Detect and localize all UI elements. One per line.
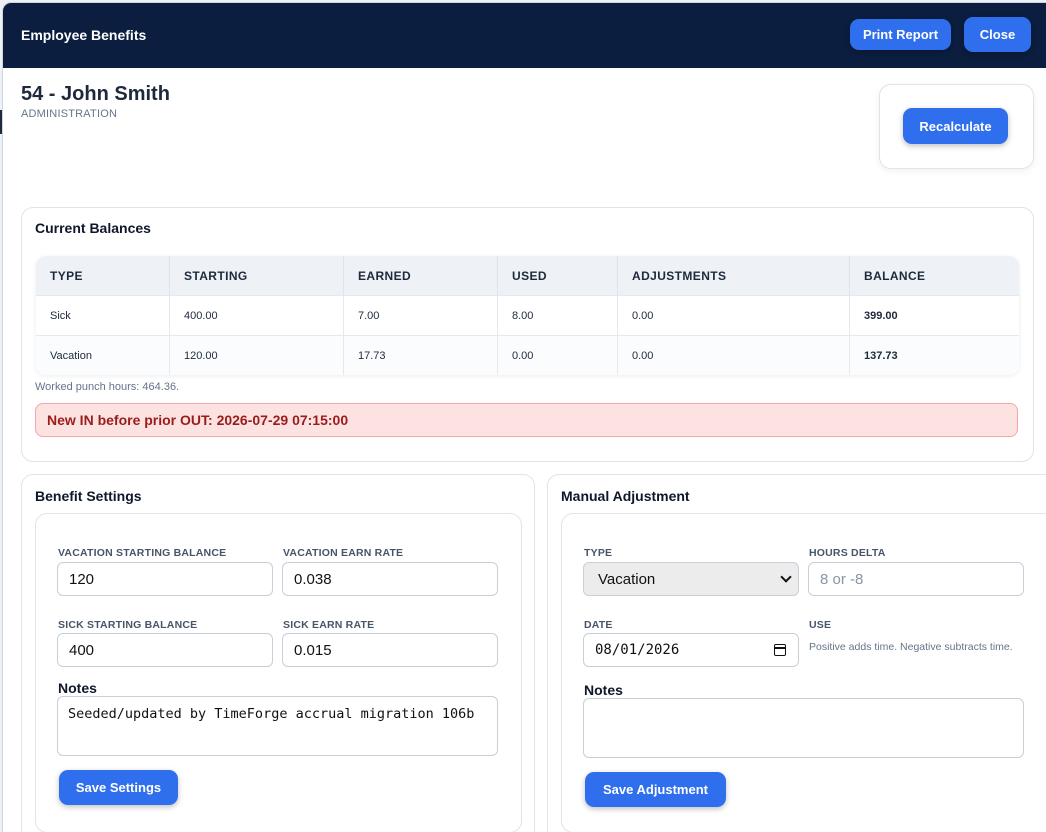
worked-hours-note: Worked punch hours: 464.36.	[35, 381, 180, 393]
table-row: Vacation 120.00 17.73 0.00 0.00 137.73	[36, 335, 1019, 375]
benefit-settings-card: Benefit Settings VACATION STARTING BALAN…	[21, 474, 535, 832]
recalculate-button[interactable]: Recalculate	[903, 108, 1008, 144]
table-row: Sick 400.00 7.00 8.00 0.00 399.00	[36, 295, 1019, 335]
cell-adjustments: 0.00	[618, 295, 850, 335]
employee-name: 54 - John Smith	[21, 83, 170, 105]
print-report-button[interactable]: Print Report	[850, 19, 951, 50]
sick-start-label: SICK STARTING BALANCE	[58, 619, 198, 631]
balances-table: TYPE STARTING EARNED USED ADJUSTMENTS BA…	[36, 256, 1019, 375]
vacation-rate-input[interactable]: 0.038	[282, 562, 498, 596]
cell-balance: 399.00	[850, 295, 1019, 335]
current-balances-card: Current Balances TYPE STARTING EARNED US…	[21, 207, 1034, 462]
current-balances-title: Current Balances	[35, 220, 151, 236]
modal-header: Employee Benefits Print Report Close	[3, 3, 1046, 68]
cell-balance: 137.73	[850, 335, 1019, 375]
recalculate-card: Recalculate	[879, 84, 1034, 169]
adjustment-notes-textarea[interactable]	[583, 698, 1024, 758]
manual-adjustment-title: Manual Adjustment	[561, 488, 690, 504]
adjustment-date-input[interactable]: 08/01/2026	[583, 633, 799, 667]
cell-starting: 120.00	[170, 335, 344, 375]
adjustment-date-label: DATE	[584, 619, 613, 631]
calendar-icon[interactable]	[774, 644, 786, 656]
vacation-rate-label: VACATION EARN RATE	[283, 547, 404, 559]
vacation-start-label: VACATION STARTING BALANCE	[58, 547, 227, 559]
settings-notes-textarea[interactable]: Seeded/updated by TimeForge accrual migr…	[57, 696, 498, 756]
cell-starting: 400.00	[170, 295, 344, 335]
modal-title: Employee Benefits	[21, 27, 147, 43]
column-header-starting: STARTING	[170, 256, 344, 295]
cell-earned: 7.00	[344, 295, 498, 335]
adjustment-type-value: Vacation	[598, 570, 656, 588]
manual-adjustment-card: Manual Adjustment TYPE Vacation HOURS DE…	[547, 474, 1046, 832]
save-adjustment-button[interactable]: Save Adjustment	[585, 772, 726, 807]
adjustment-type-select[interactable]: Vacation	[583, 562, 799, 596]
vacation-start-input[interactable]: 120	[57, 562, 273, 596]
cell-used: 8.00	[498, 295, 618, 335]
cell-used: 0.00	[498, 335, 618, 375]
adjustment-type-label: TYPE	[584, 547, 613, 559]
cell-adjustments: 0.00	[618, 335, 850, 375]
adjustment-notes-label: Notes	[584, 682, 623, 698]
chevron-down-icon	[780, 571, 792, 583]
sick-rate-label: SICK EARN RATE	[283, 619, 375, 631]
column-header-adjustments: ADJUSTMENTS	[618, 256, 850, 295]
adjustment-date-value: 08/01/2026	[595, 642, 680, 658]
employee-department: ADMINISTRATION	[21, 108, 118, 120]
hours-delta-label: HOURS DELTA	[809, 547, 886, 559]
benefits-modal: Employee Benefits Print Report Close 54 …	[3, 3, 1046, 832]
benefit-settings-form: VACATION STARTING BALANCE 120 VACATION E…	[35, 513, 522, 832]
close-button[interactable]: Close	[964, 17, 1031, 52]
sick-rate-input[interactable]: 0.015	[282, 633, 498, 667]
column-header-used: USED	[498, 256, 618, 295]
use-label: USE	[809, 619, 832, 631]
sick-start-input[interactable]: 400	[57, 633, 273, 667]
error-alert: New IN before prior OUT: 2026-07-29 07:1…	[35, 403, 1018, 437]
use-help-text: Positive adds time. Negative subtracts t…	[809, 641, 1013, 653]
cell-earned: 17.73	[344, 335, 498, 375]
benefit-settings-title: Benefit Settings	[35, 488, 142, 504]
column-header-type: TYPE	[36, 256, 170, 295]
cell-type: Vacation	[36, 335, 170, 375]
settings-notes-label: Notes	[58, 680, 97, 696]
table-header-row: TYPE STARTING EARNED USED ADJUSTMENTS BA…	[36, 256, 1019, 295]
hours-delta-input[interactable]: 8 or -8	[808, 562, 1024, 596]
column-header-earned: EARNED	[344, 256, 498, 295]
save-settings-button[interactable]: Save Settings	[59, 770, 178, 805]
manual-adjustment-form: TYPE Vacation HOURS DELTA 8 or -8 DATE 0…	[561, 513, 1046, 832]
column-header-balance: BALANCE	[850, 256, 1019, 295]
cell-type: Sick	[36, 295, 170, 335]
